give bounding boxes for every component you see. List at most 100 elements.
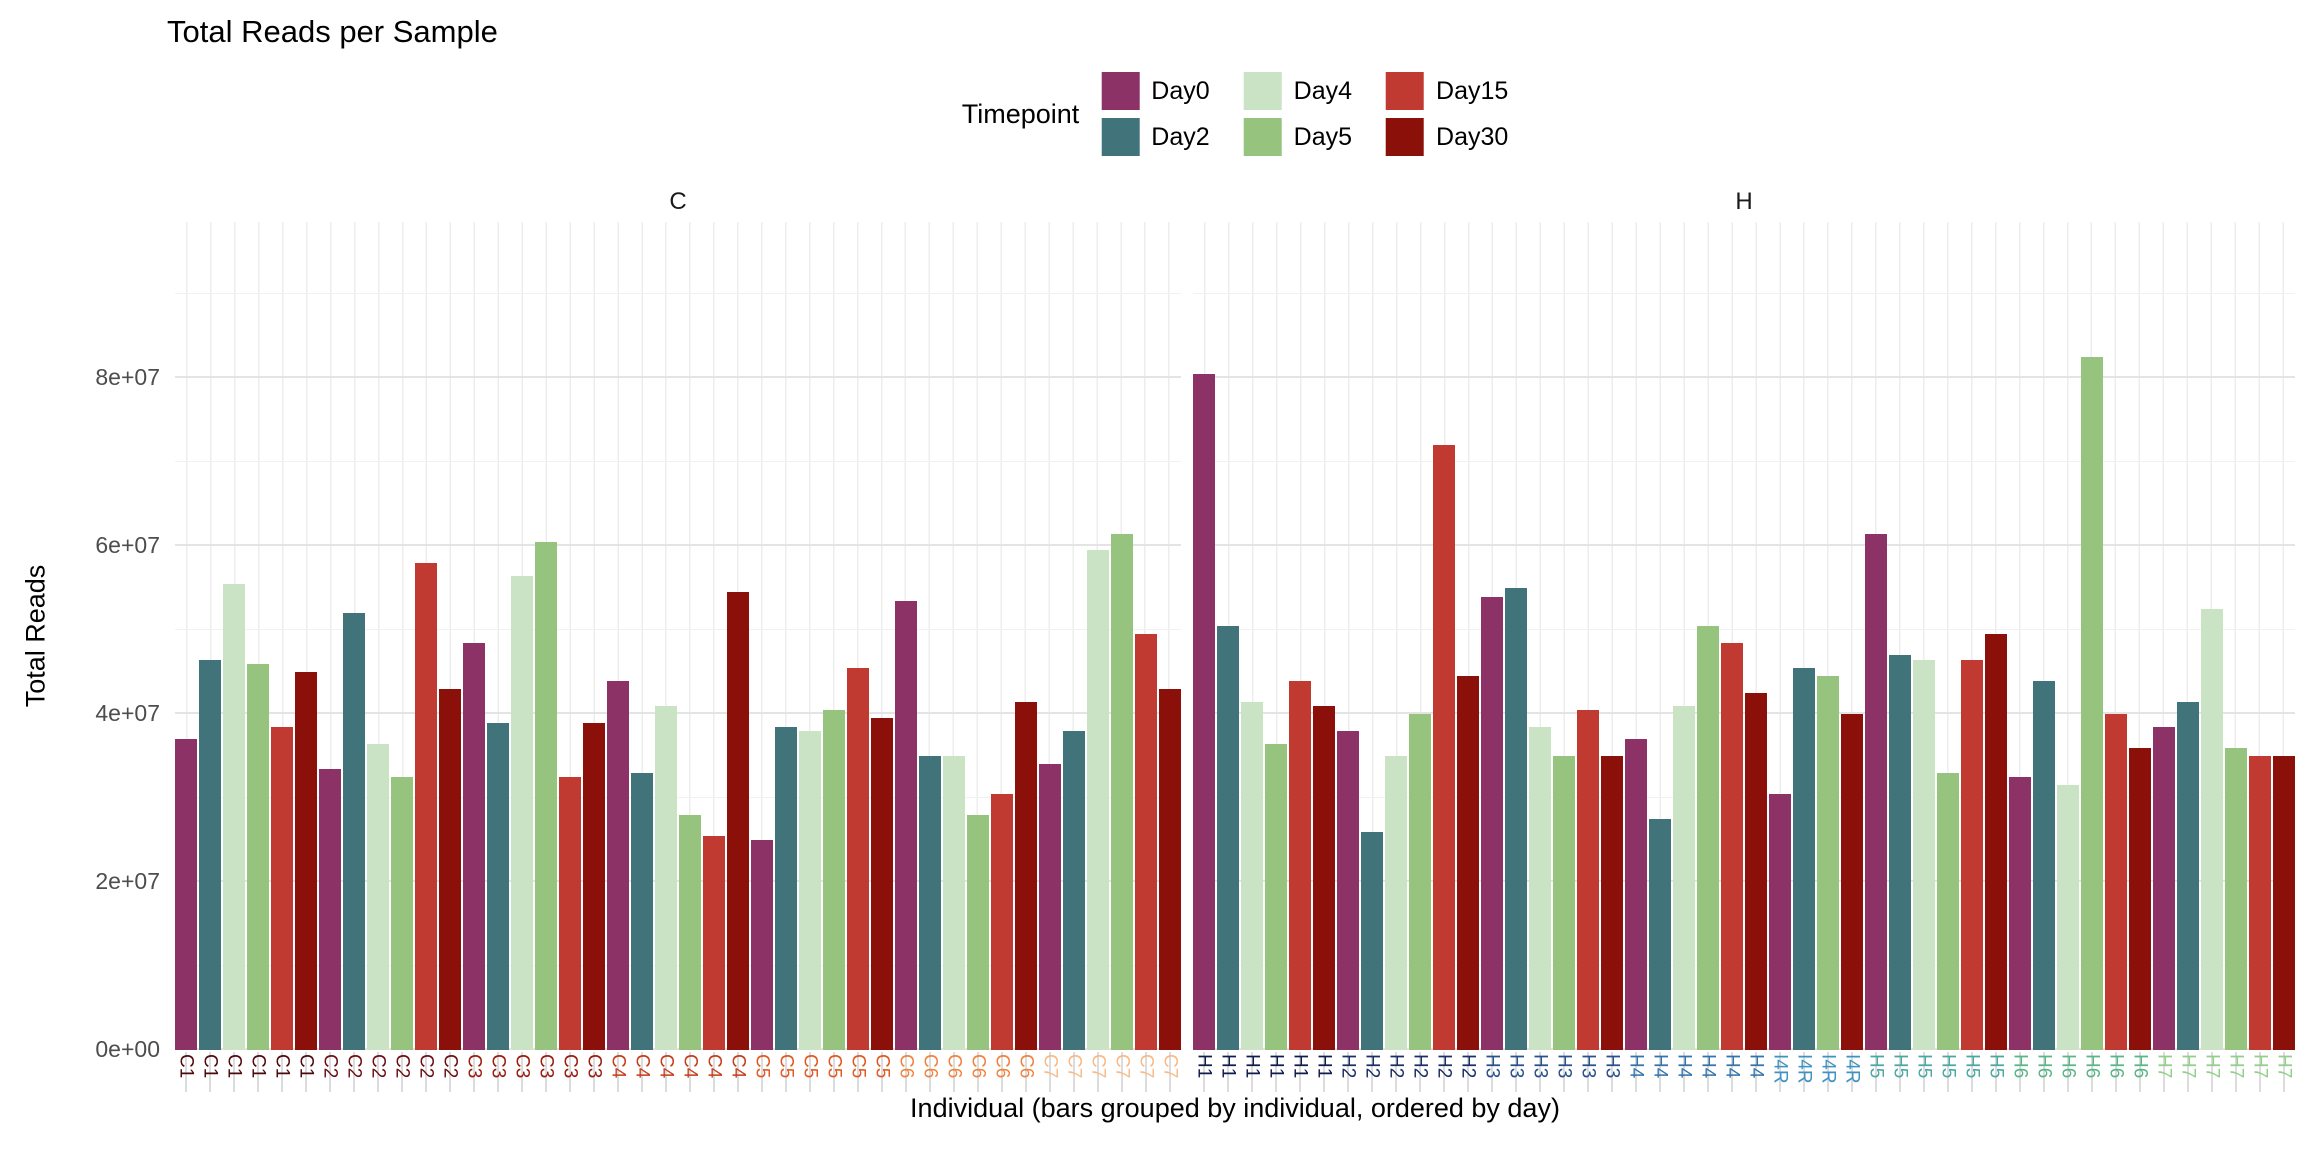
x-tick-H5: H5 (1985, 1050, 2007, 1112)
x-tick-H1: H1 (1241, 1050, 1263, 1112)
x-tick-C2: C2 (367, 1050, 389, 1112)
bar-H4-Day0 (1625, 739, 1648, 1050)
bar-H3-Day5 (1553, 756, 1576, 1050)
bar-H2-Day30 (1457, 676, 1480, 1050)
x-tick-H5: H5 (1865, 1050, 1887, 1112)
x-tick-H3: H3 (1505, 1050, 1527, 1112)
x-tick-C7: C7 (1087, 1050, 1109, 1112)
x-tick-H6: H6 (2033, 1050, 2055, 1112)
x-tick-C1: C1 (175, 1050, 197, 1112)
bar-H7-Day30 (2273, 756, 2296, 1050)
x-tick-C7: C7 (1111, 1050, 1133, 1112)
x-tick-C4: C4 (631, 1050, 653, 1112)
x-tick-C1: C1 (271, 1050, 293, 1112)
bar-C5-Day0 (751, 840, 773, 1050)
legend-title: Timepoint (961, 98, 1080, 129)
x-tick-H4: H4 (1649, 1050, 1671, 1112)
x-tick-C1: C1 (223, 1050, 245, 1112)
x-tick-H2: H2 (1385, 1050, 1407, 1112)
bars-layer (175, 222, 1181, 1050)
bar-H5-Day30 (1985, 634, 2008, 1050)
y-tick-label-0e+00: 0e+00 (95, 1036, 160, 1062)
bar-C1-Day4 (223, 583, 245, 1050)
x-tick-H2: H2 (1433, 1050, 1455, 1112)
x-tick-C4: C4 (703, 1050, 725, 1112)
x-axis-title: Individual (bars grouped by individual, … (910, 1093, 1560, 1123)
x-tick-C3: C3 (535, 1050, 557, 1112)
x-tick-C2: C2 (415, 1050, 437, 1112)
bar-C6-Day4 (943, 756, 965, 1050)
x-tick-C2: C2 (391, 1050, 413, 1112)
bar-H4-Day5 (1697, 625, 1720, 1050)
x-tick-I4R: I4R (1841, 1050, 1863, 1112)
x-tick-C1: C1 (247, 1050, 269, 1112)
bar-C7-Day15 (1135, 634, 1157, 1050)
x-tick-H1: H1 (1217, 1050, 1239, 1112)
day2-swatch (1101, 118, 1140, 156)
facet-panel-H: H H1 H1 H1 H1 H1 H1 H2 H2 H2 H2 H2 H2 H3 H3 H3 H3 H3 H3 H4 H… (1193, 188, 2296, 1084)
x-tick-H3: H3 (1481, 1050, 1503, 1112)
bar-C1-Day15 (271, 726, 293, 1050)
x-tick-H1: H1 (1193, 1050, 1215, 1112)
legend-entry-day30: Day30 (1386, 118, 1508, 156)
legend: Timepoint Day0 Day2 Day4 Day5 Day15 (961, 72, 1508, 156)
bar-C3-Day5 (535, 541, 557, 1050)
bar-C4-Day2 (631, 772, 653, 1050)
day4-swatch (1243, 72, 1282, 110)
x-tick-H7: H7 (2153, 1050, 2175, 1112)
bar-H5-Day15 (1961, 659, 1984, 1050)
bar-C5-Day30 (871, 718, 893, 1050)
bar-C7-Day30 (1159, 688, 1181, 1050)
bar-I4R-Day0 (1769, 793, 1792, 1050)
bar-C7-Day5 (1111, 533, 1133, 1050)
bar-H3-Day2 (1505, 588, 1528, 1050)
x-tick-H4: H4 (1673, 1050, 1695, 1112)
bar-C4-Day0 (607, 680, 629, 1050)
x-tick-C5: C5 (799, 1050, 821, 1112)
bar-C1-Day0 (175, 739, 197, 1050)
bar-C4-Day5 (679, 814, 701, 1050)
bar-C3-Day15 (559, 777, 581, 1050)
bar-C2-Day30 (439, 688, 461, 1050)
x-tick-H2: H2 (1337, 1050, 1359, 1112)
x-tick-C4: C4 (679, 1050, 701, 1112)
x-tick-C4: C4 (655, 1050, 677, 1112)
x-tick-I4R: I4R (1793, 1050, 1815, 1112)
bar-H1-Day30 (1313, 705, 1336, 1050)
bar-H1-Day0 (1193, 374, 1216, 1050)
day0-swatch (1101, 72, 1140, 110)
bar-C7-Day4 (1087, 550, 1109, 1050)
bar-H3-Day15 (1577, 709, 1600, 1050)
x-tick-H1: H1 (1265, 1050, 1287, 1112)
x-tick-H6: H6 (2057, 1050, 2079, 1112)
x-tick-C4: C4 (727, 1050, 749, 1112)
bar-C2-Day2 (343, 613, 365, 1050)
legend-entry-day15: Day15 (1386, 72, 1508, 110)
x-tick-C6: C6 (967, 1050, 989, 1112)
x-tick-H6: H6 (2009, 1050, 2031, 1112)
x-tick-C3: C3 (583, 1050, 605, 1112)
day5-swatch (1243, 118, 1282, 156)
bar-H5-Day5 (1937, 772, 1960, 1050)
day4-label: Day4 (1293, 76, 1353, 105)
legend-entry-day2: Day2 (1101, 118, 1210, 156)
x-tick-H5: H5 (1913, 1050, 1935, 1112)
x-tick-H3: H3 (1553, 1050, 1575, 1112)
bars-layer (1193, 222, 2296, 1050)
bar-H1-Day2 (1217, 625, 1240, 1050)
bar-H1-Day15 (1289, 680, 1312, 1050)
x-tick-H4: H4 (1697, 1050, 1719, 1112)
x-tick-H5: H5 (1889, 1050, 1911, 1112)
x-tick-C7: C7 (1135, 1050, 1157, 1112)
bar-H6-Day30 (2129, 747, 2152, 1050)
x-tick-labels: C1 C1 C1 C1 C1 C1 C2 C2 C2 C2 C2 C2 C3 C3 C3 C3 C3 C3 C4 C4… (175, 1050, 1181, 1112)
bar-C6-Day2 (919, 756, 941, 1050)
x-tick-H6: H6 (2081, 1050, 2103, 1112)
bar-H6-Day4 (2057, 785, 2080, 1050)
x-tick-C2: C2 (319, 1050, 341, 1112)
x-tick-H6: H6 (2129, 1050, 2151, 1112)
x-tick-H3: H3 (1601, 1050, 1623, 1112)
x-tick-C5: C5 (775, 1050, 797, 1112)
x-tick-I4R: I4R (1817, 1050, 1839, 1112)
